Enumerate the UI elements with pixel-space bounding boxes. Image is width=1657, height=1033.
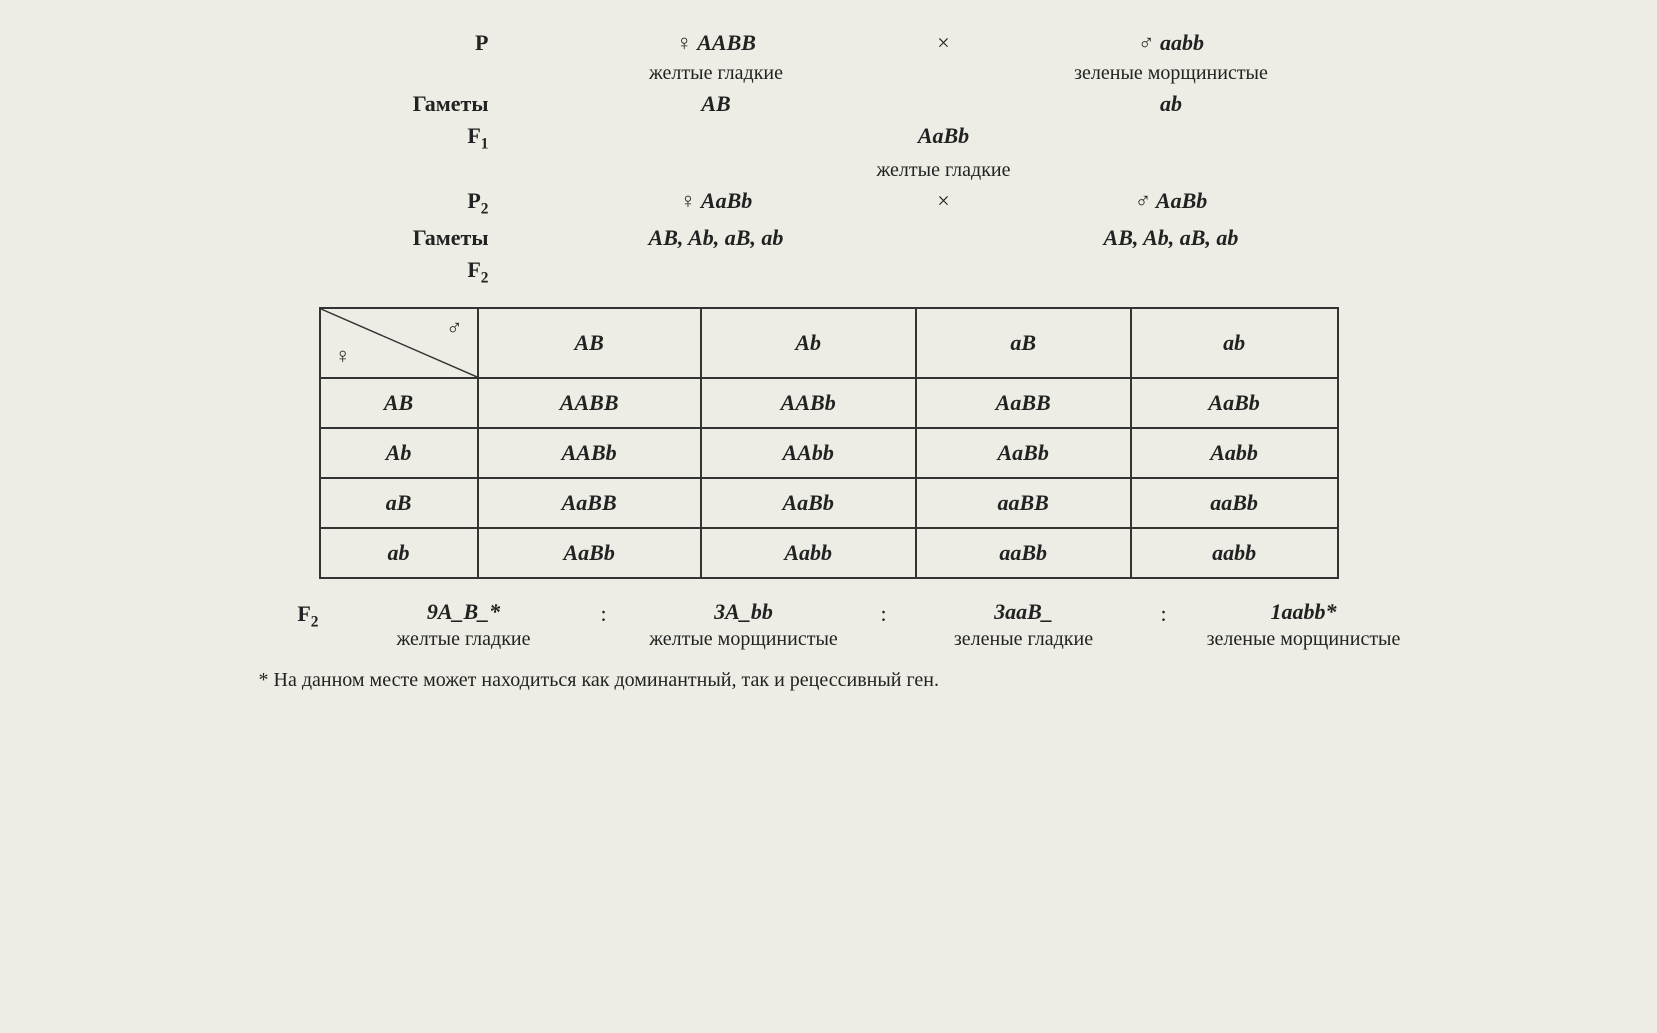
punnett-col-header: aB	[916, 308, 1131, 378]
P-label: P	[279, 30, 509, 56]
punnett-cell: AaBB	[916, 378, 1131, 428]
punnett-col-header: ab	[1131, 308, 1338, 378]
P-male-geno: ♂ aabb	[964, 30, 1379, 56]
F1-geno: AaBb	[509, 123, 1379, 153]
punnett-cell: aabb	[1131, 528, 1338, 578]
punnett-cell: AABb	[478, 428, 701, 478]
P2-gametes-f: AB, Ab, aB, ab	[509, 225, 924, 251]
punnett-row-header: AB	[320, 378, 478, 428]
P-male-desc: зеленые морщинистые	[964, 62, 1379, 85]
punnett-cell: AaBB	[478, 478, 701, 528]
ratio-sep: :	[869, 599, 899, 627]
gametes-label-1: Гаметы	[279, 91, 509, 117]
punnett-cell: AAbb	[701, 428, 916, 478]
F1-desc: желтые гладкие	[509, 159, 1379, 182]
P-gametes-m: ab	[964, 91, 1379, 117]
punnett-cell: AaBb	[1131, 378, 1338, 428]
P2-female-geno: ♀ AaBb	[509, 188, 924, 218]
punnett-col-header: AB	[478, 308, 701, 378]
punnett-cell: AaBb	[478, 528, 701, 578]
ratio-sep: :	[589, 599, 619, 627]
cross-sign-2: ×	[924, 188, 964, 218]
F2-label: F2	[279, 257, 509, 287]
ratio-item: 9A_B_*желтые гладкие	[339, 599, 589, 651]
punnett-cell: Aabb	[1131, 428, 1338, 478]
F1-label: F1	[279, 123, 509, 153]
punnett-corner: ♀ ♂	[320, 308, 478, 378]
P2-label: P2	[279, 188, 509, 218]
F2-ratio-label: F2	[229, 599, 339, 631]
ratio-item: 3aaB_зеленые гладкие	[899, 599, 1149, 651]
punnett-cell: AABB	[478, 378, 701, 428]
punnett-row-header: aB	[320, 478, 478, 528]
punnett-col-header: Ab	[701, 308, 916, 378]
male-icon: ♂	[446, 315, 463, 341]
female-icon: ♀	[335, 343, 352, 369]
F2-ratio: F2 9A_B_*желтые гладкие : 3A_bbжелтые мо…	[229, 599, 1429, 651]
ratio-sep: :	[1149, 599, 1179, 627]
punnett-cell: AaBb	[701, 478, 916, 528]
punnett-row-header: ab	[320, 528, 478, 578]
cross-scheme: P ♀ AABB × ♂ aabb желтые гладкие зеленые…	[279, 30, 1379, 287]
punnett-cell: aaBb	[1131, 478, 1338, 528]
punnett-cell: aaBB	[916, 478, 1131, 528]
punnett-cell: AABb	[701, 378, 916, 428]
punnett-cell: Aabb	[701, 528, 916, 578]
cross-sign-1: ×	[924, 30, 964, 56]
gametes-label-2: Гаметы	[279, 225, 509, 251]
ratio-item: 3A_bbжелтые морщинистые	[619, 599, 869, 651]
P2-male-geno: ♂ AaBb	[964, 188, 1379, 218]
punnett-cell: aaBb	[916, 528, 1131, 578]
punnett-square: ♀ ♂ AB Ab aB ab AB AABB AABb AaBB AaBb A…	[319, 307, 1339, 579]
P-gametes-f: AB	[509, 91, 924, 117]
P-female-geno: ♀ AABB	[509, 30, 924, 56]
footnote: * На данном месте может находиться как д…	[229, 669, 1429, 692]
punnett-cell: AaBb	[916, 428, 1131, 478]
punnett-row-header: Ab	[320, 428, 478, 478]
P2-gametes-m: AB, Ab, aB, ab	[964, 225, 1379, 251]
ratio-item: 1aabb*зеленые морщинистые	[1179, 599, 1429, 651]
P-female-desc: желтые гладкие	[509, 62, 924, 85]
